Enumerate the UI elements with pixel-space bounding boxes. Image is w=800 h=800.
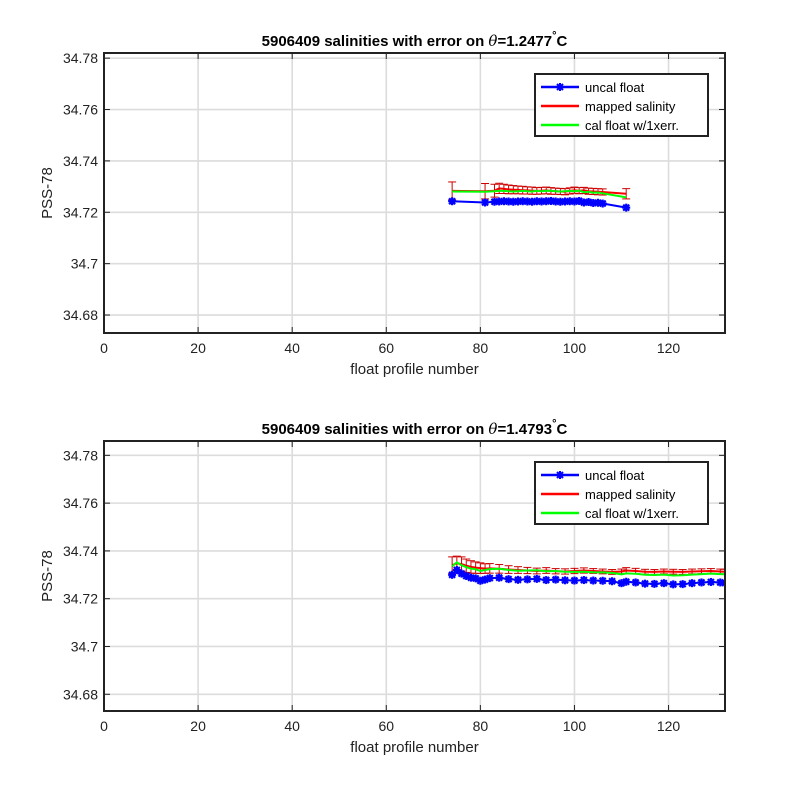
x-tick-label: 40 — [284, 718, 300, 734]
y-tick-label: 34.7 — [71, 638, 98, 654]
uncal-float-point — [650, 579, 659, 588]
data-layer — [448, 555, 725, 589]
uncal-float-point — [678, 580, 687, 589]
y-tick-label: 34.76 — [63, 102, 98, 118]
x-tick-label: 120 — [657, 718, 681, 734]
mapped-salinity-errorbar — [570, 186, 579, 194]
x-tick-label: 20 — [190, 340, 206, 356]
x-tick-label: 120 — [657, 340, 681, 356]
uncal-float-point — [532, 574, 541, 583]
uncal-float-point — [631, 578, 640, 587]
uncal-float-point — [589, 576, 598, 585]
y-axis-label: PSS-78 — [39, 167, 56, 219]
uncal-float-point — [579, 576, 588, 585]
uncal-float-point — [659, 579, 668, 588]
uncal-float-point — [706, 577, 715, 586]
y-axis-label: PSS-78 — [39, 550, 56, 602]
x-tick-label: 60 — [378, 718, 394, 734]
title-value: =1.2477 — [497, 33, 552, 50]
title-degree: ° — [552, 30, 556, 42]
y-tick-label: 34.72 — [63, 204, 98, 220]
x-tick-label: 20 — [190, 718, 206, 734]
uncal-float-point — [448, 197, 457, 206]
legend-cal-float: cal float w/1xerr. — [541, 118, 679, 133]
uncal-float-point — [641, 579, 650, 588]
uncal-float-point — [598, 576, 607, 585]
x-tick-label: 100 — [563, 340, 587, 356]
uncal-float-point — [504, 575, 513, 584]
chart-title: 5906409 salinities with error on θ=1.479… — [262, 418, 568, 438]
title-prefix: 5906409 salinities with error on — [262, 33, 489, 50]
y-tick-label: 34.7 — [71, 256, 98, 272]
x-tick-label: 80 — [473, 718, 489, 734]
x-tick-label: 0 — [100, 718, 108, 734]
title-theta: θ — [488, 420, 497, 438]
data-layer — [448, 181, 631, 212]
uncal-float-point — [542, 576, 551, 585]
uncal-float-point — [570, 576, 579, 585]
uncal-float-point — [622, 203, 631, 212]
uncal-float-point — [485, 574, 494, 583]
uncal-float-point — [622, 577, 631, 586]
title-value: =1.4793 — [497, 421, 552, 438]
uncal-float-point — [523, 575, 532, 584]
y-tick-label: 34.76 — [63, 495, 98, 511]
legend-label: cal float w/1xerr. — [585, 506, 679, 521]
x-tick-label: 100 — [563, 718, 587, 734]
legend-label: mapped salinity — [585, 487, 676, 502]
series-cal-float-line — [452, 189, 627, 199]
x-tick-label: 40 — [284, 340, 300, 356]
uncal-float-point — [561, 576, 570, 585]
legend-label: uncal float — [585, 468, 645, 483]
mapped-salinity-errorbar — [669, 568, 678, 575]
series-cal-float-line — [451, 561, 725, 577]
y-tick-label: 34.68 — [63, 686, 98, 702]
uncal-float-point — [514, 575, 522, 584]
legend-uncal-float: uncal float — [541, 80, 645, 95]
y-tick-label: 34.72 — [63, 591, 98, 607]
uncal-float-point — [697, 578, 706, 587]
uncal-float-point — [551, 575, 560, 584]
title-prefix: 5906409 salinities with error on — [262, 421, 489, 438]
legend-mapped-salinity: mapped salinity — [541, 487, 676, 502]
chart-panel-1: 0 20 40 60 80 100 120 34.68 34.7 34.72 34.74 34.76 3… — [39, 30, 726, 378]
uncal-float-point — [688, 579, 697, 588]
title-degree: ° — [552, 418, 556, 430]
chart-panel-2: 0 20 40 60 80 100 120 34.68 34.7 34.72 34.74 34.76 3… — [39, 418, 726, 756]
y-tick-label: 34.78 — [63, 447, 98, 463]
x-tick-label: 0 — [100, 340, 108, 356]
title-unit: C — [557, 33, 568, 50]
x-axis-label: float profile number — [350, 739, 478, 756]
uncal-float-point — [495, 573, 504, 582]
legend-cal-float: cal float w/1xerr. — [541, 506, 679, 521]
y-tick-label: 34.74 — [63, 543, 98, 559]
axes-box — [103, 440, 726, 712]
legend-label: cal float w/1xerr. — [585, 118, 679, 133]
x-tick-label: 60 — [378, 340, 394, 356]
uncal-float-point — [669, 580, 678, 589]
uncal-float-point — [721, 578, 725, 587]
uncal-float-point — [481, 198, 490, 207]
uncal-float-point — [608, 577, 617, 586]
legend: uncal float mapped salinity cal float w/1x… — [534, 461, 709, 525]
legend-label: mapped salinity — [585, 99, 676, 114]
title-theta: θ — [488, 32, 497, 50]
legend: uncal float mapped salinity cal float w/1x… — [534, 73, 709, 137]
axes-box — [103, 52, 726, 334]
y-tick-label: 34.78 — [63, 50, 98, 66]
legend-mapped-salinity: mapped salinity — [541, 99, 676, 114]
x-tick-label: 80 — [473, 340, 489, 356]
chart-title: 5906409 salinities with error on θ=1.247… — [262, 30, 568, 50]
legend-uncal-float: uncal float — [541, 468, 645, 483]
uncal-float-point — [598, 199, 607, 208]
y-tick-label: 34.68 — [63, 307, 98, 323]
x-axis-label: float profile number — [350, 361, 478, 378]
title-unit: C — [557, 421, 568, 438]
legend-label: uncal float — [585, 80, 645, 95]
y-tick-label: 34.74 — [63, 153, 98, 169]
